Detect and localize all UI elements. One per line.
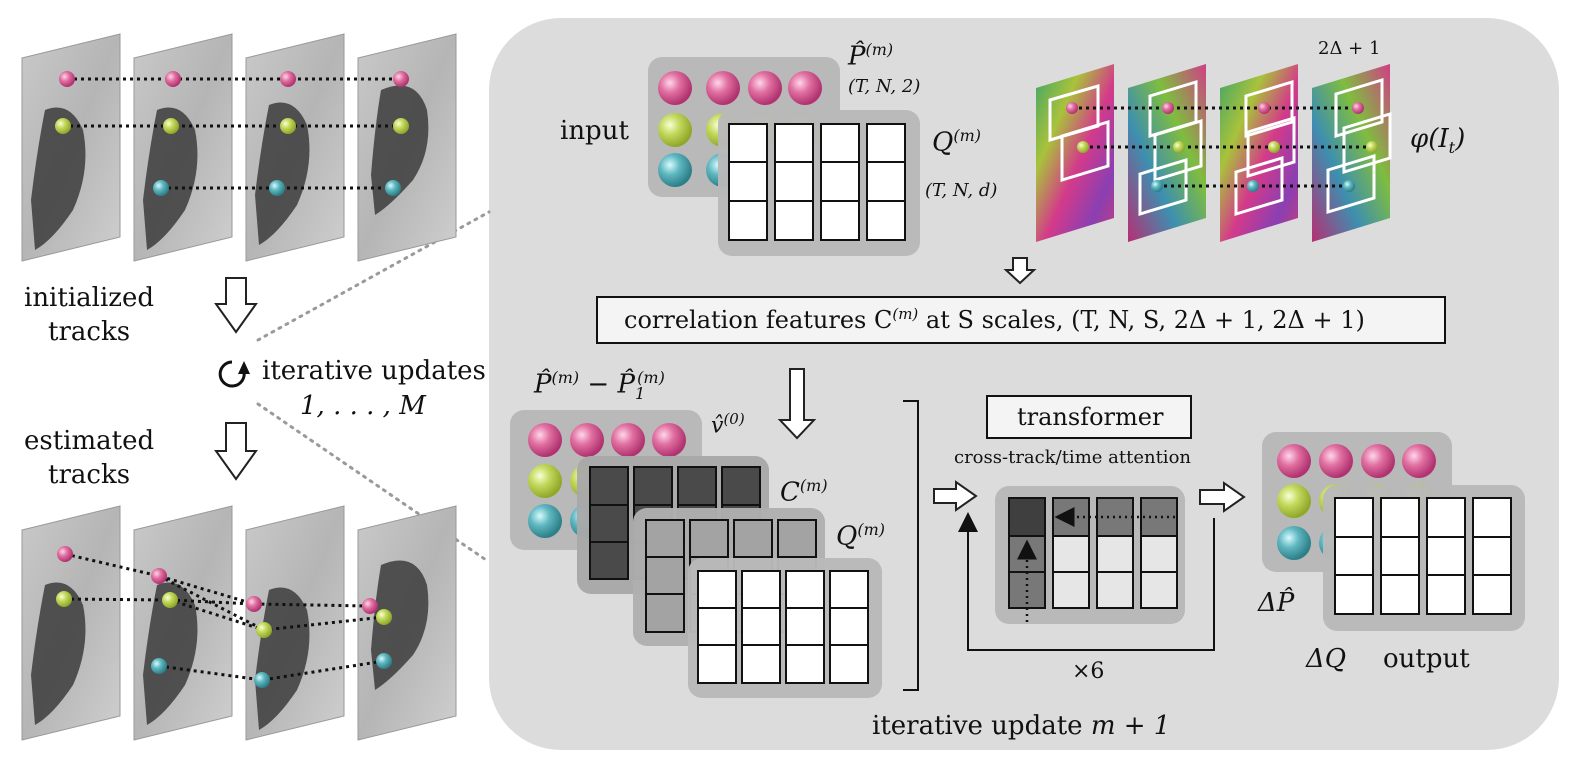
correlation-rest: at S scales, (T, N, S, 2Δ + 1, 2Δ + 1) [918,306,1365,334]
q-sup: (m) [953,126,981,145]
p-diff-label: P̂(m) − P̂1(m) [534,370,665,402]
iterative-update-m: m + 1 [1090,711,1171,741]
initialized-frames [21,33,457,262]
correlation-sup: (m) [892,305,919,323]
phi-close: ) [1455,124,1466,154]
delta-q-cells [1334,497,1512,615]
p-hat-sup: (m) [865,40,894,59]
phi-label: φ(It) [1410,126,1465,156]
q-shape-label: (T, N, d) [925,180,998,201]
q-label: Q(m) [932,128,981,156]
iterative-update-label: iterative update m + 1 [872,713,1170,739]
down-arrow-icon [777,368,817,440]
q-cells [728,123,906,241]
p-hat-label: P̂(m) [848,42,893,70]
correlation-label: correlation features C(m) at S scales, (… [624,305,1365,334]
p-shape-label: (T, N, 2) [848,76,921,97]
loop-six-arrow [958,512,1215,651]
iterative-range-label: 1, . . . , M [300,391,426,421]
transformer-label: transformer [1017,403,1164,431]
correlation-text: correlation features C [624,306,893,334]
p-diff-sup: (m) [551,368,580,387]
window-size-label: 2Δ + 1 [1318,38,1381,59]
loop-arrow-icon [218,360,250,388]
right-arrow-icon [933,480,978,512]
c-symbol: C [780,477,800,508]
iterative-update-text: iterative update [872,711,1091,741]
right-arrow-icon [1199,481,1246,513]
correlation-box [596,296,1446,344]
feature-maps [1036,64,1392,242]
c-label: C(m) [780,478,828,506]
v0-label: v̂(0) [711,412,745,437]
input-label: input [560,116,629,146]
times-six-label: ×6 [1072,659,1105,684]
initialized-label-2: tracks [48,317,131,347]
q2-sup: (m) [857,520,885,539]
v0-sup: (0) [723,410,745,428]
estimated-frames [21,505,457,741]
c-sup: (m) [799,476,828,495]
p-diff-symbol: P̂ [534,369,552,400]
p-hat-symbol: P̂ [848,41,866,72]
output-label: output [1383,644,1470,674]
iterative-updates-label: iterative updates [262,356,486,386]
q-symbol: Q [932,127,954,158]
p-diff-sup2: (m) [637,368,665,387]
down-arrow-icon [214,422,258,481]
down-arrow-icon [214,277,258,334]
transformer-box [986,395,1192,439]
initialized-label: initialized [24,283,154,313]
delta-p-label: ΔP̂ [1258,588,1295,618]
phi-sub: t [1448,138,1456,158]
q2-label: Q(m) [836,522,885,550]
delta-q-label: ΔQ [1306,644,1347,674]
attention-label: cross-track/time attention [954,447,1191,468]
q2-cells [697,570,869,684]
estimated-label-2: tracks [48,460,131,490]
down-arrow-icon [1003,257,1037,285]
phi-symbol: φ(I [1410,124,1449,154]
v0-symbol: v̂ [711,413,724,439]
p-diff-sub: 1 [634,383,646,403]
bracket-icon [903,400,919,691]
p-diff-minus: − P̂ [579,369,635,400]
q2-symbol: Q [836,521,858,552]
estimated-label: estimated [24,426,155,456]
